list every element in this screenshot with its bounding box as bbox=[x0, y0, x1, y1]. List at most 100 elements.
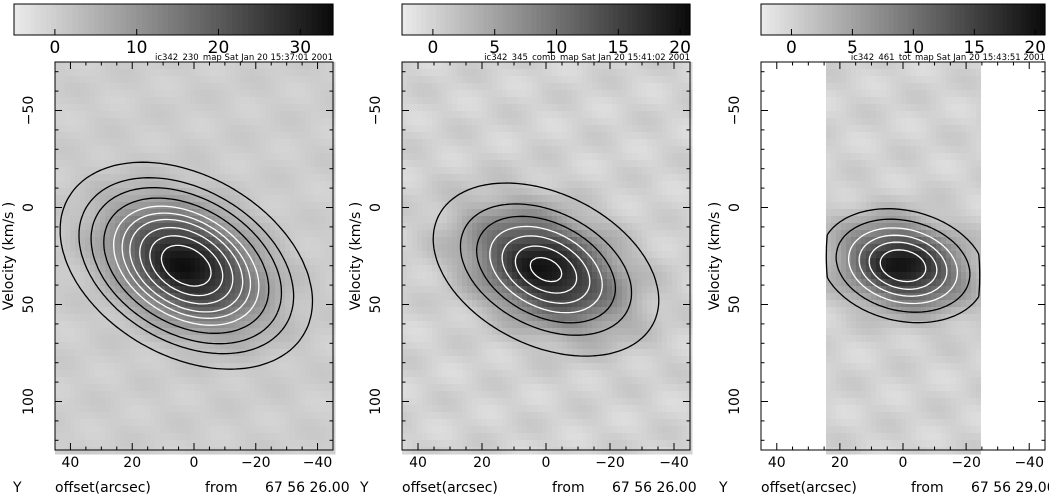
heatmap-cell bbox=[275, 321, 281, 329]
heatmap-cell bbox=[492, 377, 498, 385]
heatmap-cell bbox=[190, 328, 196, 336]
heatmap-cell bbox=[210, 76, 216, 84]
heatmap-cell bbox=[150, 412, 156, 420]
heatmap-cell bbox=[95, 391, 101, 399]
heatmap-cell bbox=[75, 335, 81, 343]
heatmap-cell bbox=[507, 188, 513, 196]
heatmap-cell bbox=[532, 244, 538, 252]
heatmap-cell bbox=[320, 258, 326, 266]
heatmap-cell bbox=[255, 223, 261, 231]
heatmap-cell bbox=[155, 111, 161, 119]
heatmap-cell bbox=[245, 104, 251, 112]
heatmap-cell bbox=[437, 244, 443, 252]
heatmap-cell bbox=[427, 83, 433, 91]
heatmap-cell bbox=[477, 125, 483, 133]
heatmap-cell bbox=[100, 307, 106, 315]
heatmap-cell bbox=[60, 258, 66, 266]
heatmap-cell bbox=[250, 405, 256, 413]
heatmap-cell bbox=[305, 377, 311, 385]
heatmap-cell bbox=[427, 293, 433, 301]
heatmap-cell bbox=[547, 335, 553, 343]
heatmap-cell bbox=[417, 370, 423, 378]
heatmap-cell bbox=[190, 363, 196, 371]
heatmap-cell bbox=[497, 286, 503, 294]
heatmap-cell bbox=[115, 76, 121, 84]
heatmap-cell bbox=[255, 174, 261, 182]
heatmap-cell bbox=[130, 272, 136, 280]
heatmap-cell bbox=[215, 160, 221, 168]
heatmap-cell bbox=[285, 258, 291, 266]
heatmap-cell bbox=[507, 314, 513, 322]
heatmap-cell bbox=[80, 83, 86, 91]
heatmap-cell bbox=[75, 76, 81, 84]
heatmap-cell bbox=[110, 76, 116, 84]
heatmap-cell bbox=[447, 272, 453, 280]
heatmap-cell bbox=[300, 237, 306, 245]
heatmap-cell bbox=[442, 62, 448, 70]
heatmap-cell bbox=[532, 279, 538, 287]
heatmap-cell bbox=[507, 272, 513, 280]
heatmap-cell bbox=[552, 83, 558, 91]
heatmap-cell bbox=[250, 300, 256, 308]
heatmap-cell bbox=[295, 321, 301, 329]
heatmap-cell bbox=[502, 307, 508, 315]
heatmap-cell bbox=[135, 398, 141, 406]
heatmap-cell bbox=[547, 181, 553, 189]
heatmap-cell bbox=[60, 97, 66, 105]
heatmap-cell bbox=[280, 272, 286, 280]
heatmap-cell bbox=[225, 286, 231, 294]
heatmap-cell bbox=[537, 391, 543, 399]
heatmap-cell bbox=[442, 69, 448, 77]
heatmap-cell bbox=[472, 160, 478, 168]
heatmap-cell bbox=[492, 412, 498, 420]
heatmap-cell bbox=[175, 125, 181, 133]
heatmap-cell bbox=[452, 398, 458, 406]
heatmap-cell bbox=[285, 69, 291, 77]
heatmap-cell bbox=[270, 447, 276, 455]
heatmap-cell bbox=[125, 125, 131, 133]
heatmap-cell bbox=[447, 307, 453, 315]
heatmap-cell bbox=[75, 83, 81, 91]
heatmap-cell bbox=[442, 412, 448, 420]
heatmap-cell bbox=[547, 146, 553, 154]
heatmap-cell bbox=[315, 370, 321, 378]
heatmap-cell bbox=[280, 90, 286, 98]
heatmap-cell bbox=[300, 76, 306, 84]
heatmap-cell bbox=[427, 321, 433, 329]
heatmap-cell bbox=[517, 188, 523, 196]
heatmap-cell bbox=[55, 83, 61, 91]
heatmap-cells bbox=[55, 62, 336, 455]
heatmap-cell bbox=[412, 223, 418, 231]
heatmap-cell bbox=[315, 125, 321, 133]
heatmap-cell bbox=[295, 111, 301, 119]
heatmap-cell bbox=[457, 216, 463, 224]
heatmap-cell bbox=[537, 251, 543, 259]
heatmap-cell bbox=[295, 391, 301, 399]
heatmap-cell bbox=[85, 419, 91, 427]
heatmap-cell bbox=[255, 440, 261, 448]
heatmap-cell bbox=[285, 384, 291, 392]
heatmap-cell bbox=[250, 202, 256, 210]
heatmap-cell bbox=[432, 370, 438, 378]
heatmap-cell bbox=[215, 391, 221, 399]
heatmap-cell bbox=[95, 195, 101, 203]
heatmap-cell bbox=[407, 370, 413, 378]
heatmap-cell bbox=[290, 195, 296, 203]
heatmap-cell bbox=[542, 356, 548, 364]
heatmap-cell bbox=[295, 76, 301, 84]
heatmap-cell bbox=[245, 279, 251, 287]
heatmap-cell bbox=[462, 125, 468, 133]
heatmap-cell bbox=[407, 356, 413, 364]
heatmap-cell bbox=[295, 258, 301, 266]
heatmap-cell bbox=[437, 398, 443, 406]
colorbar-segment bbox=[301, 4, 308, 35]
heatmap-cell bbox=[125, 153, 131, 161]
heatmap-cell bbox=[437, 412, 443, 420]
heatmap-cell bbox=[190, 230, 196, 238]
heatmap-cell bbox=[165, 174, 171, 182]
y-tick-label: 100 bbox=[21, 388, 37, 415]
heatmap-cell bbox=[497, 384, 503, 392]
heatmap-cell bbox=[457, 139, 463, 147]
heatmap-cell bbox=[235, 419, 241, 427]
heatmap-cell bbox=[437, 83, 443, 91]
